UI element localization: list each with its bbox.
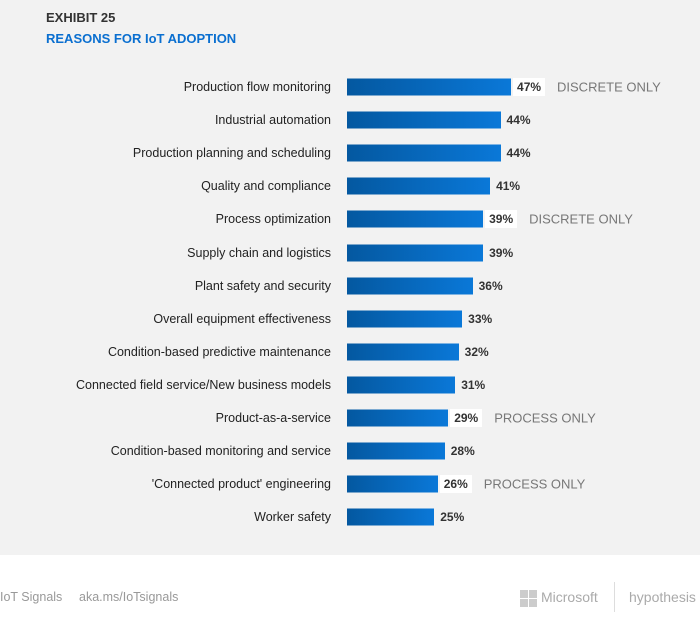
category-label: 'Connected product' engineering bbox=[151, 477, 331, 492]
hypothesis-logo-text: hypothesis bbox=[629, 589, 696, 605]
value-label: 41% bbox=[496, 179, 521, 194]
microsoft-logo-text: Microsoft bbox=[541, 589, 598, 605]
bar bbox=[347, 144, 501, 162]
value-label: 33% bbox=[468, 311, 493, 326]
bar bbox=[347, 78, 512, 96]
footer-brand: IoT Signals bbox=[0, 590, 63, 604]
exhibit-number: EXHIBIT 25 bbox=[46, 10, 116, 25]
bar bbox=[347, 177, 491, 195]
category-label: Condition-based predictive maintenance bbox=[107, 344, 331, 359]
value-label: 31% bbox=[461, 377, 486, 392]
annotation-label: PROCESS ONLY bbox=[483, 476, 586, 492]
bar-chart: Production flow monitoring 47% DISCRETE ON… bbox=[76, 78, 661, 526]
value-label: 36% bbox=[478, 278, 503, 293]
annotation-label: DISCRETE ONLY bbox=[529, 211, 633, 227]
chart-title: REASONS FOR IoT ADOPTION bbox=[46, 31, 237, 46]
value-label: 39% bbox=[485, 210, 518, 229]
value-label: 47% bbox=[513, 78, 546, 96]
bar bbox=[347, 442, 445, 460]
category-label: Overall equipment effectiveness bbox=[153, 311, 331, 326]
value-label: 44% bbox=[506, 113, 531, 128]
bar bbox=[347, 277, 473, 295]
category-label: Process optimization bbox=[215, 212, 331, 227]
bar bbox=[347, 111, 501, 129]
value-label: 28% bbox=[450, 444, 475, 459]
bar bbox=[347, 343, 459, 361]
value-label: 26% bbox=[439, 475, 472, 494]
value-label: 44% bbox=[506, 146, 531, 161]
category-label: Plant safety and security bbox=[194, 278, 331, 293]
bar bbox=[347, 244, 484, 261]
category-label: Product-as-a-service bbox=[215, 411, 331, 425]
category-label: Production planning and scheduling bbox=[132, 146, 331, 161]
bar bbox=[347, 409, 449, 427]
bar bbox=[347, 475, 438, 493]
value-label: 32% bbox=[464, 344, 489, 359]
annotation-label: DISCRETE ONLY bbox=[557, 79, 661, 95]
category-label: Condition-based monitoring and service bbox=[110, 444, 331, 459]
bar bbox=[347, 376, 456, 394]
category-label: Worker safety bbox=[254, 510, 331, 525]
bar bbox=[347, 508, 435, 526]
category-label: Connected field service/New business mod… bbox=[76, 377, 331, 392]
value-label: 25% bbox=[440, 510, 465, 525]
category-label: Production flow monitoring bbox=[183, 80, 331, 94]
value-label: 39% bbox=[489, 245, 514, 260]
category-label: Supply chain and logistics bbox=[187, 245, 331, 260]
bar bbox=[347, 310, 463, 328]
annotation-label: PROCESS ONLY bbox=[494, 410, 596, 426]
microsoft-logo-icon bbox=[520, 590, 537, 607]
category-label: Industrial automation bbox=[214, 113, 331, 128]
category-label: Quality and compliance bbox=[201, 179, 331, 194]
bar bbox=[347, 210, 484, 228]
footer-link[interactable]: aka.ms/IoTsignals bbox=[79, 590, 179, 604]
footer-divider bbox=[614, 582, 615, 612]
value-label: 29% bbox=[450, 409, 483, 427]
